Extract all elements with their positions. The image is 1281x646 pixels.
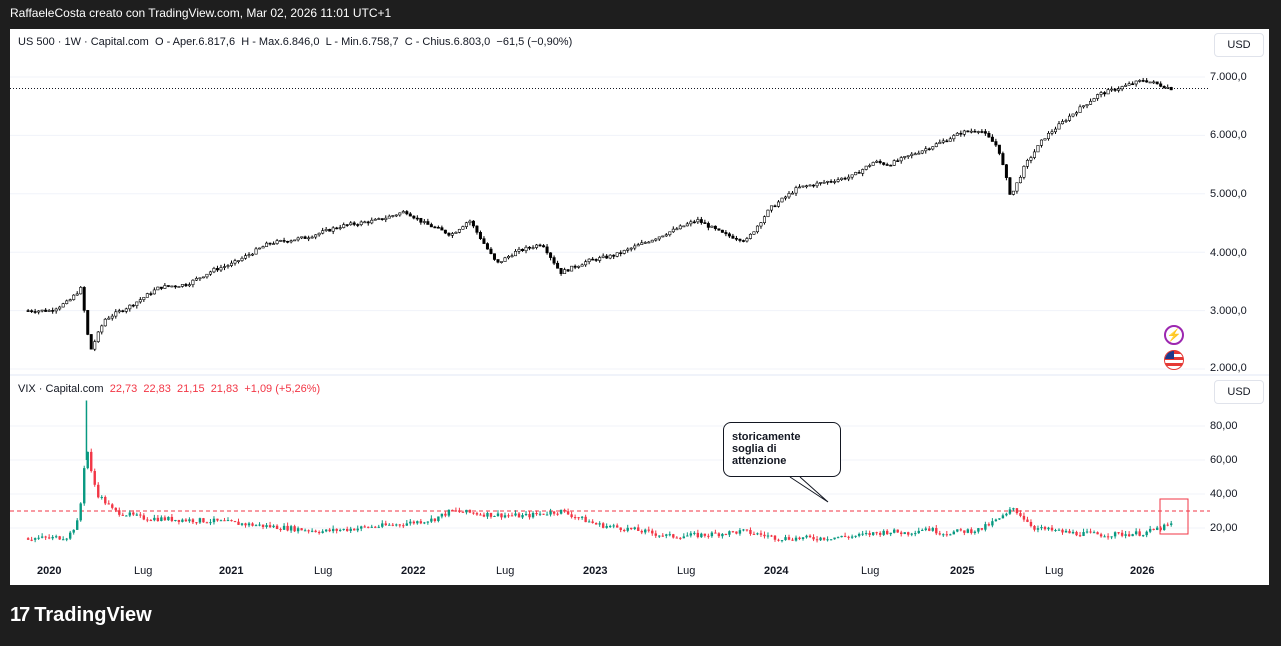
chart-area[interactable] [10, 29, 1269, 585]
xtick: Lug [314, 565, 333, 577]
vix-ytick: 40,00 [1210, 488, 1238, 500]
main-open: O - Aper.6.817,6 [154, 36, 236, 48]
xtick: Lug [134, 565, 153, 577]
main-ytick: 3.000,0 [1210, 305, 1247, 317]
main-ytick: 2.000,0 [1210, 362, 1247, 374]
xtick: Lug [1045, 565, 1064, 577]
main-currency-button[interactable]: USD [1214, 33, 1264, 57]
main-legend: US 500 · 1W · Capital.com O - Aper.6.817… [18, 36, 572, 48]
vix-symbol: VIX · Capital.com [18, 383, 104, 395]
xtick: 2023 [583, 565, 608, 577]
main-ytick: 6.000,0 [1210, 129, 1247, 141]
footer-brand-text: TradingView [34, 604, 152, 626]
vix-close: 21,83 [210, 383, 239, 395]
main-close: C - Chius.6.803,0 [404, 36, 491, 48]
vix-ytick: 60,00 [1210, 454, 1238, 466]
vix-ytick: 20,00 [1210, 522, 1238, 534]
vix-low: 21,15 [177, 383, 205, 395]
xtick: 2025 [950, 565, 975, 577]
main-high: H - Max.6.846,0 [241, 36, 320, 48]
us-flag-icon[interactable] [1164, 350, 1184, 370]
xtick: Lug [496, 565, 515, 577]
main-low: L - Min.6.758,7 [325, 36, 399, 48]
footer-brand: 17 TradingView [10, 604, 152, 627]
flash-icon[interactable]: ⚡ [1164, 325, 1184, 345]
xtick: 2021 [219, 565, 244, 577]
main-change: −61,5 (−0,90%) [496, 36, 573, 48]
xtick: 2026 [1130, 565, 1155, 577]
xtick: Lug [677, 565, 696, 577]
xtick: 2020 [37, 565, 62, 577]
vix-open: 22,73 [109, 383, 138, 395]
vix-legend: VIX · Capital.com 22,73 22,83 21,15 21,8… [18, 383, 320, 395]
xtick: 2024 [764, 565, 789, 577]
pane-divider[interactable] [10, 374, 1269, 376]
vix-currency-button[interactable]: USD [1214, 380, 1264, 404]
xtick: Lug [861, 565, 880, 577]
vix-change: +1,09 (+5,26%) [244, 383, 321, 395]
main-ytick: 5.000,0 [1210, 188, 1247, 200]
vix-high: 22,83 [143, 383, 171, 395]
main-symbol: US 500 · 1W · Capital.com [18, 36, 149, 48]
vix-ytick: 80,00 [1210, 420, 1238, 432]
tradingview-logo-icon: 17 [10, 604, 30, 626]
xtick: 2022 [401, 565, 426, 577]
header-title: RaffaeleCosta creato con TradingView.com… [10, 6, 392, 20]
annotation-callout[interactable]: storicamente soglia di attenzione [723, 422, 841, 477]
main-ytick: 4.000,0 [1210, 247, 1247, 259]
main-ytick: 7.000,0 [1210, 71, 1247, 83]
